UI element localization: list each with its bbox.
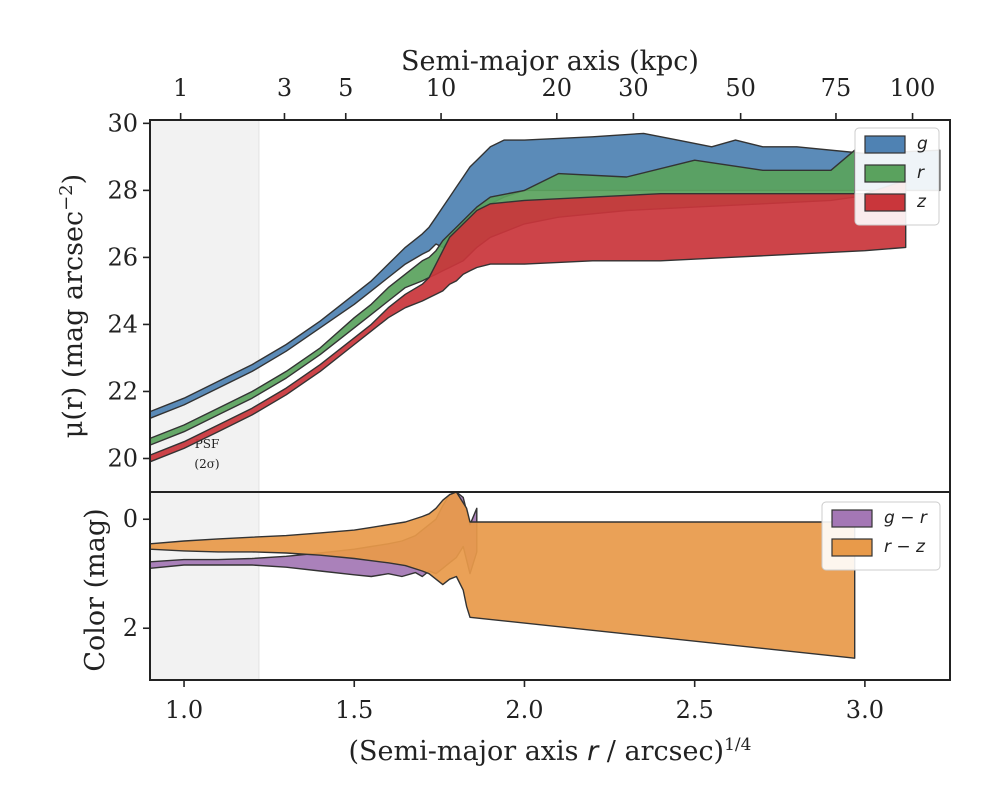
legend-entry: g − r [884, 508, 928, 528]
top-tick-label: 50 [725, 74, 756, 102]
color-y-axis-title: Color (mag) [80, 508, 111, 671]
legend-entry: z [916, 192, 927, 212]
top-tick-label: 20 [542, 74, 573, 102]
psf-sigma-label: (2σ) [194, 457, 219, 471]
color-plot-frame [149, 491, 951, 681]
top-tick-label: 1 [173, 74, 188, 102]
top-tick-label: 10 [426, 74, 457, 102]
top-tick-label: 5 [338, 74, 353, 102]
x-tick-label: 1.0 [165, 696, 203, 724]
xlabel-prefix: (Semi-major axis [349, 736, 588, 767]
x-tick-label: 2.5 [676, 696, 714, 724]
legend-swatch-1 [864, 164, 906, 183]
legend-entry: g [917, 134, 928, 154]
y-axis-ticks: 20 22 24 26 28 30 [107, 109, 150, 472]
y-tick-label: 28 [107, 176, 138, 204]
xlabel-superscript: 1/4 [724, 735, 751, 755]
color-legend: g − r r − z [821, 501, 941, 571]
x-axis-title: (Semi-major axis r / arcsec)1/4 [349, 735, 752, 767]
color-panel: 02 1.0 1.5 2.0 2.5 3.0 g − rr − z [123, 491, 951, 724]
legend-swatch-0 [831, 509, 873, 528]
top-axis-title: Semi-major axis (kpc) [401, 46, 699, 77]
ylabel-superscript: −2 [56, 184, 77, 211]
y-tick-label: 2 [123, 614, 138, 642]
y-tick-label: 30 [107, 109, 138, 137]
top-tick-label: 3 [277, 74, 292, 102]
legend-swatch-1 [831, 538, 873, 557]
x-tick-label: 3.0 [846, 696, 884, 724]
y-tick-label: 26 [107, 243, 138, 271]
top-tick-label: 75 [821, 74, 852, 102]
y-tick-label: 20 [107, 444, 138, 472]
surface-brightness-y-axis-title: μ(r) (mag arcsec−2) [56, 174, 89, 438]
psf-shaded-region [149, 491, 260, 681]
legend-swatch-0 [864, 135, 906, 154]
xlabel-variable: r [587, 736, 600, 767]
y-tick-label: 22 [107, 377, 138, 405]
legend-entry: r [917, 163, 925, 183]
ylabel-base: μ(r) (mag arcsec [58, 211, 89, 438]
surface-brightness-legend: grz [854, 127, 940, 226]
ylabel-close: ) [58, 174, 89, 185]
color-y-axis-ticks: 02 [123, 505, 150, 642]
top-tick-label: 100 [890, 74, 936, 102]
x-axis-ticks: 1.0 1.5 2.0 2.5 3.0 [165, 680, 884, 724]
legend-swatch-2 [864, 193, 906, 212]
xlabel-suffix: / arcsec) [598, 736, 724, 767]
legend-entry: r − z [884, 537, 926, 557]
y-tick-label: 0 [123, 505, 138, 533]
psf-shaded-region [149, 119, 260, 493]
x-tick-label: 1.5 [335, 696, 373, 724]
x-tick-label: 2.0 [505, 696, 543, 724]
top-axis-ticks: 1 3 5 10 20 30 50 75 100 [173, 74, 935, 120]
color-series [149, 491, 856, 659]
top-tick-label: 30 [618, 74, 649, 102]
y-tick-label: 24 [107, 310, 138, 338]
